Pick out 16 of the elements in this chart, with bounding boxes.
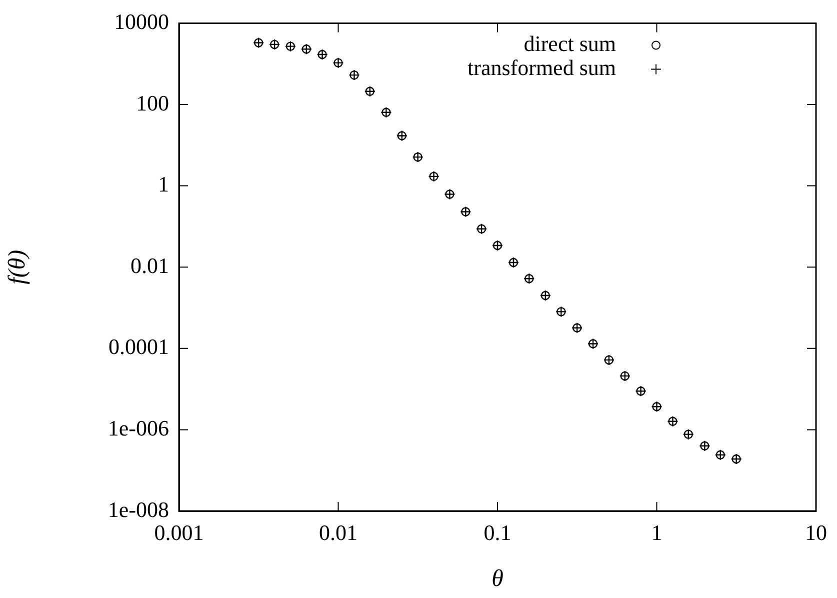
x-tick-label: 0.1 <box>484 520 512 545</box>
y-tick-label: 10000 <box>114 8 169 34</box>
x-tick-label: 10 <box>805 520 827 545</box>
x-tick-label: 1 <box>651 520 662 545</box>
x-tick-label: 0.001 <box>154 520 204 545</box>
legend-label: transformed sum <box>468 54 616 80</box>
y-tick-label: 1e-006 <box>108 415 169 440</box>
y-tick-label: 0.0001 <box>108 334 169 360</box>
legend-label: direct sum <box>524 30 616 56</box>
x-tick-label: 0.01 <box>319 520 358 545</box>
x-axis-title: θ <box>492 566 504 592</box>
y-tick-label: 1 <box>158 172 169 197</box>
y-tick-label: 0.01 <box>130 252 169 278</box>
y-axis-title: f(θ) <box>4 250 31 284</box>
y-tick-label: 1e-008 <box>108 496 169 522</box>
y-tick-label: 100 <box>136 90 169 116</box>
